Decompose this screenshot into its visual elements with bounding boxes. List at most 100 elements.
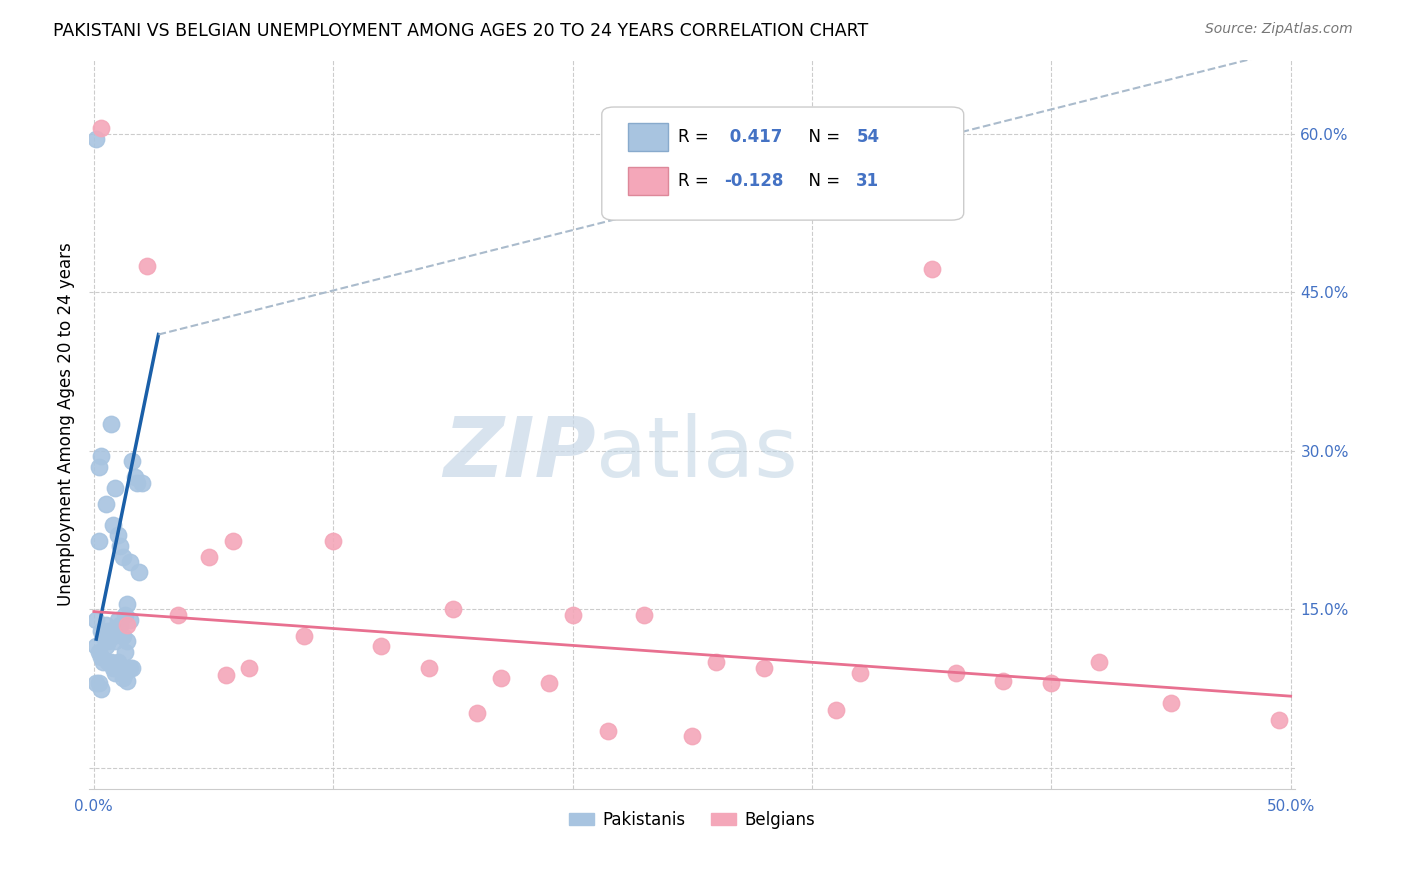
Point [135, 259, 157, 273]
Text: R =: R = [678, 172, 714, 190]
Point [114, 665, 136, 680]
Point [166, 607, 188, 622]
Point [104, 634, 127, 648]
Point [108, 618, 131, 632]
Point [90, 624, 112, 638]
Point [114, 645, 136, 659]
Point [681, 730, 703, 744]
Point [97, 634, 120, 648]
Point [322, 533, 344, 548]
Point [87, 459, 110, 474]
Point [118, 613, 141, 627]
Text: atlas: atlas [596, 413, 797, 494]
Point [128, 566, 150, 580]
Point [84, 613, 107, 627]
Point [124, 470, 146, 484]
Point [108, 539, 131, 553]
Text: ZIP: ZIP [443, 413, 596, 494]
Point [100, 656, 122, 670]
Point [131, 475, 153, 490]
FancyBboxPatch shape [602, 107, 963, 220]
Point [117, 674, 139, 689]
Point [993, 674, 1015, 689]
Point [561, 607, 583, 622]
Text: 31: 31 [856, 172, 880, 190]
Point [117, 634, 139, 648]
Legend: Pakistanis, Belgians: Pakistanis, Belgians [562, 805, 821, 836]
Point [1088, 656, 1111, 670]
Point [111, 629, 134, 643]
Point [214, 668, 236, 682]
Point [100, 417, 122, 432]
Point [121, 660, 143, 674]
Point [118, 660, 141, 674]
Point [94, 497, 117, 511]
Point [100, 624, 122, 638]
Point [294, 629, 316, 643]
Point [704, 656, 727, 670]
Point [87, 645, 110, 659]
Point [84, 676, 107, 690]
Point [93, 629, 115, 643]
Point [104, 481, 127, 495]
Point [111, 671, 134, 685]
Point [93, 656, 115, 670]
Point [489, 671, 512, 685]
Point [238, 660, 260, 674]
Point [370, 640, 392, 654]
Point [1160, 696, 1182, 710]
Point [118, 555, 141, 569]
Point [97, 656, 120, 670]
Point [94, 640, 117, 654]
Point [111, 549, 134, 564]
Point [1040, 676, 1063, 690]
Point [825, 703, 848, 717]
Point [101, 629, 124, 643]
Point [221, 533, 243, 548]
Text: R =: R = [678, 128, 714, 146]
Point [84, 132, 107, 146]
Point [101, 517, 124, 532]
Point [94, 618, 117, 632]
Point [107, 656, 129, 670]
Point [598, 724, 620, 739]
Bar [628, 123, 668, 151]
Point [752, 660, 775, 674]
Text: N =: N = [799, 172, 846, 190]
Point [849, 665, 872, 680]
Point [87, 533, 110, 548]
Point [125, 475, 148, 490]
Text: 0.417: 0.417 [724, 128, 782, 146]
Point [465, 706, 488, 720]
Point [97, 624, 120, 638]
Point [90, 449, 112, 463]
Point [197, 549, 219, 564]
Point [921, 262, 943, 277]
Point [117, 618, 139, 632]
Point [90, 121, 112, 136]
Point [84, 640, 107, 654]
Text: PAKISTANI VS BELGIAN UNEMPLOYMENT AMONG AGES 20 TO 24 YEARS CORRELATION CHART: PAKISTANI VS BELGIAN UNEMPLOYMENT AMONG … [53, 22, 869, 40]
Point [101, 660, 124, 674]
Text: N =: N = [799, 128, 846, 146]
Point [104, 665, 127, 680]
Point [93, 629, 115, 643]
Point [107, 528, 129, 542]
Point [1267, 714, 1289, 728]
Point [537, 676, 560, 690]
Point [441, 602, 464, 616]
Point [117, 597, 139, 611]
Y-axis label: Unemployment Among Ages 20 to 24 years: Unemployment Among Ages 20 to 24 years [58, 243, 75, 607]
Point [121, 454, 143, 468]
Point [945, 665, 967, 680]
Point [87, 676, 110, 690]
Text: Source: ZipAtlas.com: Source: ZipAtlas.com [1205, 22, 1353, 37]
Point [114, 607, 136, 622]
Text: -0.128: -0.128 [724, 172, 783, 190]
Point [633, 607, 655, 622]
Bar [628, 167, 668, 194]
Text: 54: 54 [856, 128, 880, 146]
Point [108, 660, 131, 674]
Point [90, 681, 112, 696]
Point [418, 660, 440, 674]
